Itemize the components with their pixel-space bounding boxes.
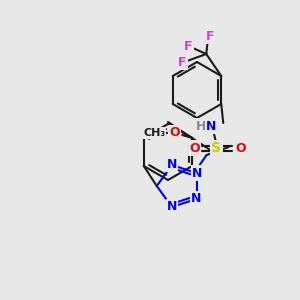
Text: F: F	[184, 40, 193, 52]
Text: O: O	[189, 142, 200, 154]
Text: F: F	[206, 29, 214, 43]
Text: S: S	[211, 141, 221, 155]
Text: N: N	[191, 192, 202, 206]
Text: N: N	[167, 200, 177, 213]
Text: F: F	[178, 56, 187, 68]
Text: O: O	[235, 142, 246, 154]
Text: N: N	[192, 167, 203, 180]
Text: O: O	[169, 127, 180, 140]
Text: CH₃: CH₃	[143, 128, 165, 138]
Text: N: N	[167, 158, 177, 171]
Text: N: N	[206, 119, 216, 133]
Text: H: H	[196, 119, 206, 133]
